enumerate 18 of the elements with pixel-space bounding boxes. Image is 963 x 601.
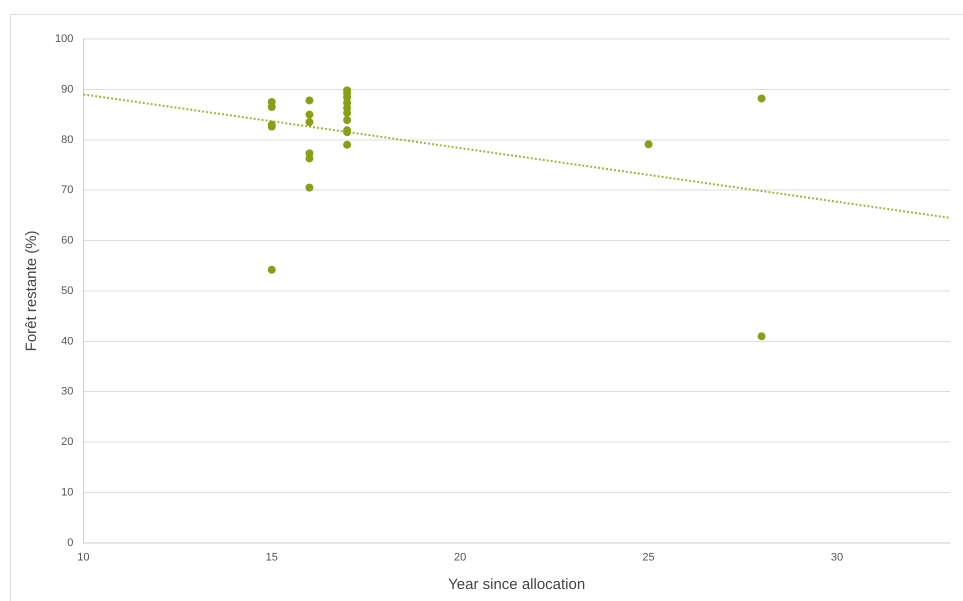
y-tick-label: 40 (61, 335, 74, 348)
y-tick-label: 70 (61, 184, 74, 196)
y-tick-label: 100 (54, 33, 74, 46)
y-tick-label: 60 (61, 234, 74, 247)
y-tick-label: 30 (61, 386, 74, 398)
y-tick-label: 50 (61, 284, 74, 297)
x-tick-label: 25 (642, 551, 655, 564)
y-tick-label: 0 (67, 536, 74, 549)
x-tick-label: 10 (77, 551, 90, 564)
x-tick-label: 30 (830, 551, 844, 564)
y-tick-label: 10 (61, 486, 74, 498)
y-tick-label: 90 (61, 83, 74, 96)
y-tick-label: 80 (61, 134, 74, 146)
x-tick-label: 15 (266, 551, 278, 564)
y-tick-label: 20 (61, 436, 74, 448)
x-tick-label: 20 (454, 551, 466, 564)
x-axis-title: Year since allocation (448, 576, 586, 594)
y-axis-title: Forêt restante (%) (23, 230, 40, 352)
